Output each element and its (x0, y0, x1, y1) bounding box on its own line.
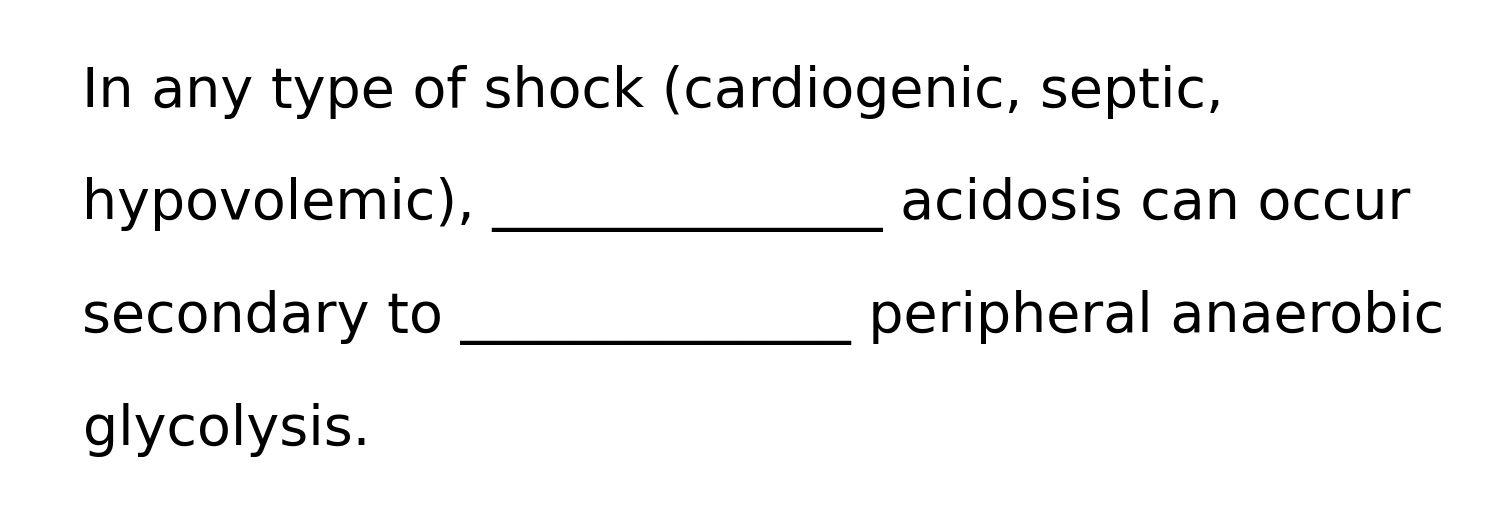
Text: glycolysis.: glycolysis. (82, 403, 370, 457)
Text: In any type of shock (cardiogenic, septic,: In any type of shock (cardiogenic, septi… (82, 65, 1224, 119)
Text: hypovolemic), ______________ acidosis can occur: hypovolemic), ______________ acidosis ca… (82, 177, 1411, 232)
Text: secondary to ______________ peripheral anaerobic: secondary to ______________ peripheral a… (82, 290, 1444, 345)
